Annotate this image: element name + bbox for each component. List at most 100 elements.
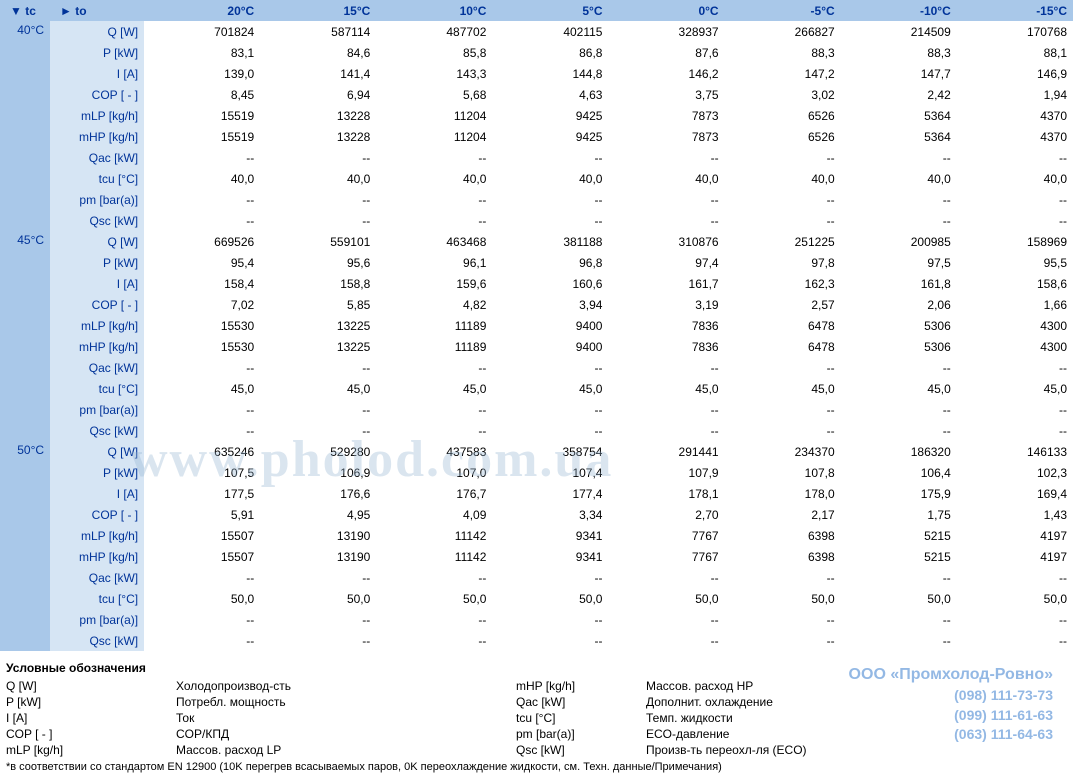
value-cell: 96,8 [492, 252, 608, 273]
value-cell: 3,34 [492, 504, 608, 525]
value-cell: -- [260, 357, 376, 378]
value-cell: 40,0 [725, 168, 841, 189]
value-cell: 45,0 [725, 378, 841, 399]
value-cell: -- [144, 210, 260, 231]
legend-desc: Холодопроизвод-сть [176, 679, 516, 693]
value-cell: -- [144, 630, 260, 651]
value-cell: -- [260, 210, 376, 231]
value-cell: -- [492, 609, 608, 630]
value-cell: -- [608, 210, 724, 231]
legend-abbr: Qac [kW] [516, 695, 646, 709]
legend-grid: Q [W]Холодопроизвод-стьmHP [kg/h]Массов.… [6, 679, 1067, 757]
param-label: Qsc [kW] [50, 420, 144, 441]
value-cell: 701824 [144, 21, 260, 42]
value-cell: 5306 [841, 315, 957, 336]
value-cell: 3,19 [608, 294, 724, 315]
value-cell: -- [376, 210, 492, 231]
value-cell: 13190 [260, 546, 376, 567]
table-row: COP [ - ]5,914,954,093,342,702,171,751,4… [0, 504, 1073, 525]
value-cell: 15507 [144, 525, 260, 546]
value-cell: -- [492, 630, 608, 651]
value-cell: 45,0 [376, 378, 492, 399]
table-row: mLP [kg/h]155191322811204942578736526536… [0, 105, 1073, 126]
param-label: Q [W] [50, 231, 144, 252]
value-cell: 4,95 [260, 504, 376, 525]
value-cell: 50,0 [957, 588, 1073, 609]
value-cell: 5364 [841, 105, 957, 126]
legend-abbr: pm [bar(a)] [516, 727, 646, 741]
value-cell: 40,0 [144, 168, 260, 189]
value-cell: 529280 [260, 441, 376, 462]
table-row: COP [ - ]8,456,945,684,633,753,022,421,9… [0, 84, 1073, 105]
param-label: COP [ - ] [50, 84, 144, 105]
param-label: mHP [kg/h] [50, 126, 144, 147]
value-cell: 6478 [725, 336, 841, 357]
value-cell: -- [144, 189, 260, 210]
value-cell: 4,63 [492, 84, 608, 105]
header-col-6: -10°C [841, 0, 957, 21]
value-cell: 1,94 [957, 84, 1073, 105]
value-cell: 5,85 [260, 294, 376, 315]
value-cell: -- [725, 210, 841, 231]
value-cell: 402115 [492, 21, 608, 42]
value-cell: 106,4 [841, 462, 957, 483]
value-cell: 11142 [376, 525, 492, 546]
legend-section: Условные обозначения Q [W]Холодопроизвод… [0, 657, 1073, 777]
legend-abbr: Qsc [kW] [516, 743, 646, 757]
param-label: mLP [kg/h] [50, 315, 144, 336]
table-row: pm [bar(a)]---------------- [0, 399, 1073, 420]
value-cell: -- [957, 399, 1073, 420]
table-row: mLP [kg/h]155071319011142934177676398521… [0, 525, 1073, 546]
value-cell: 96,1 [376, 252, 492, 273]
table-row: mHP [kg/h]155301322511189940078366478530… [0, 336, 1073, 357]
param-label: pm [bar(a)] [50, 399, 144, 420]
value-cell: -- [608, 420, 724, 441]
header-col-4: 0°C [608, 0, 724, 21]
table-row: mLP [kg/h]155301322511189940078366478530… [0, 315, 1073, 336]
value-cell: -- [492, 567, 608, 588]
value-cell: 11142 [376, 546, 492, 567]
param-label: I [A] [50, 273, 144, 294]
value-cell: -- [725, 630, 841, 651]
value-cell: 40,0 [608, 168, 724, 189]
value-cell: 7873 [608, 126, 724, 147]
value-cell: 13190 [260, 525, 376, 546]
value-cell: 2,17 [725, 504, 841, 525]
value-cell: 587114 [260, 21, 376, 42]
param-label: tcu [°C] [50, 378, 144, 399]
value-cell: -- [144, 147, 260, 168]
legend-abbr: mHP [kg/h] [516, 679, 646, 693]
value-cell: -- [608, 147, 724, 168]
value-cell: -- [725, 399, 841, 420]
value-cell: 5364 [841, 126, 957, 147]
value-cell: 95,6 [260, 252, 376, 273]
value-cell: -- [841, 147, 957, 168]
value-cell: 381188 [492, 231, 608, 252]
value-cell: 5215 [841, 525, 957, 546]
table-row: 50°CQ [W]6352465292804375833587542914412… [0, 441, 1073, 462]
value-cell: 7767 [608, 546, 724, 567]
value-cell: 45,0 [957, 378, 1073, 399]
value-cell: -- [144, 420, 260, 441]
value-cell: -- [725, 357, 841, 378]
value-cell: -- [841, 189, 957, 210]
legend-desc: Ток [176, 711, 516, 725]
value-cell: 6398 [725, 525, 841, 546]
value-cell: 159,6 [376, 273, 492, 294]
value-cell: 158,8 [260, 273, 376, 294]
param-label: Qac [kW] [50, 357, 144, 378]
value-cell: 3,02 [725, 84, 841, 105]
param-label: P [kW] [50, 42, 144, 63]
legend-footnote: *в соответствии со стандартом EN 12900 (… [6, 761, 1067, 773]
table-row: Qac [kW]---------------- [0, 567, 1073, 588]
value-cell: -- [725, 420, 841, 441]
value-cell: 40,0 [841, 168, 957, 189]
value-cell: 310876 [608, 231, 724, 252]
value-cell: -- [841, 567, 957, 588]
param-label: mLP [kg/h] [50, 525, 144, 546]
value-cell: 6526 [725, 126, 841, 147]
param-label: mHP [kg/h] [50, 336, 144, 357]
legend-desc: Потребл. мощность [176, 695, 516, 709]
tc-label: 40°C [0, 21, 50, 231]
value-cell: -- [841, 210, 957, 231]
